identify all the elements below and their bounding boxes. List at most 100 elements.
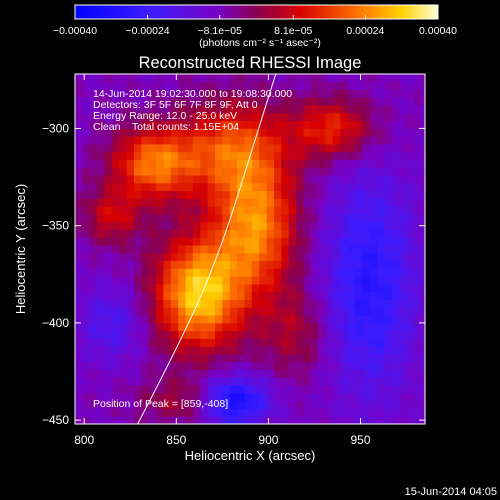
heatmap-cell xyxy=(185,190,194,199)
heatmap-cell xyxy=(355,361,363,370)
heatmap-cell xyxy=(369,346,378,355)
heatmap-cell xyxy=(296,252,304,262)
heatmap-cell xyxy=(340,284,349,293)
heatmap-cell xyxy=(413,369,422,378)
heatmap-cell xyxy=(391,330,400,339)
heatmap-cell xyxy=(421,338,425,347)
heatmap-cell xyxy=(347,416,356,424)
heatmap-cell xyxy=(200,385,209,394)
heatmap-cell xyxy=(413,346,422,355)
heatmap-cell xyxy=(222,392,231,402)
heatmap-cell xyxy=(377,182,385,192)
heatmap-cell xyxy=(178,416,186,424)
heatmap-cell xyxy=(200,120,209,129)
heatmap-cell xyxy=(340,260,349,269)
heatmap-cell xyxy=(413,97,422,106)
heatmap-cell xyxy=(170,128,179,137)
heatmap-cell xyxy=(310,144,319,153)
heatmap-cell xyxy=(266,182,275,192)
heatmap-cell xyxy=(273,408,282,417)
heatmap-cell xyxy=(133,198,142,207)
heatmap-cell xyxy=(215,128,223,137)
heatmap-cell xyxy=(281,198,290,207)
heatmap-cell xyxy=(148,284,157,293)
y-axis-label: Heliocentric Y (arcsec) xyxy=(13,184,28,314)
heatmap-cell xyxy=(369,159,378,168)
heatmap-cell xyxy=(244,330,253,339)
heatmap-cell xyxy=(133,392,142,402)
heatmap-cell xyxy=(399,81,407,90)
heatmap-cell xyxy=(310,330,319,339)
heatmap-cell xyxy=(192,338,201,347)
heatmap-cell xyxy=(163,229,172,238)
heatmap-cell xyxy=(178,89,186,98)
heatmap-cell xyxy=(251,291,260,300)
heatmap-cell xyxy=(222,237,231,246)
heatmap-cell xyxy=(332,81,341,90)
heatmap-cell xyxy=(185,167,194,176)
heatmap-cell xyxy=(310,346,319,355)
heatmap-cell xyxy=(148,136,157,145)
heatmap-cell xyxy=(399,330,407,339)
heatmap-cell xyxy=(259,299,267,308)
heatmap-cell xyxy=(244,120,253,129)
heatmap-cell xyxy=(325,346,334,355)
heatmap-cell xyxy=(133,89,142,98)
heatmap-cell xyxy=(303,112,312,122)
heatmap-cell xyxy=(75,190,83,199)
heatmap-cell xyxy=(347,400,356,409)
heatmap-cell xyxy=(377,89,385,98)
heatmap-cell xyxy=(377,198,385,207)
heatmap-cell xyxy=(119,190,127,199)
heatmap-cell xyxy=(355,221,363,230)
heatmap-cell xyxy=(244,81,253,90)
heatmap-cell xyxy=(82,198,91,207)
heatmap-cell xyxy=(391,260,400,269)
heatmap-cell xyxy=(104,229,113,238)
heatmap-cell xyxy=(237,276,245,285)
heatmap-cell xyxy=(75,361,83,370)
heatmap-cell xyxy=(281,291,290,300)
heatmap-cell xyxy=(266,245,275,254)
heatmap-cell xyxy=(421,385,425,394)
heatmap-cell xyxy=(148,237,157,246)
heatmap-cell xyxy=(281,284,290,293)
colorbar-unit-label: (photons cm⁻² s⁻¹ asec⁻²) xyxy=(199,37,321,49)
heatmap-cell xyxy=(104,190,113,199)
heatmap-cell xyxy=(377,361,385,370)
heatmap-cell xyxy=(332,198,341,207)
heatmap-cell xyxy=(362,330,371,339)
heatmap-cell xyxy=(340,159,349,168)
heatmap-cell xyxy=(148,198,157,207)
heatmap-cell xyxy=(332,105,341,114)
heatmap-cell xyxy=(163,369,172,378)
heatmap-cell xyxy=(391,214,400,223)
heatmap-cell xyxy=(156,392,164,402)
heatmap-cell xyxy=(170,214,179,223)
heatmap-cell xyxy=(273,260,282,269)
heatmap-cell xyxy=(178,354,186,363)
heatmap-cell xyxy=(281,182,290,192)
heatmap-cell xyxy=(303,151,312,160)
heatmap-cell xyxy=(413,214,422,223)
heatmap-cell xyxy=(163,120,172,129)
heatmap-cell xyxy=(369,97,378,106)
heatmap-cell xyxy=(340,307,349,316)
heatmap-cell xyxy=(281,105,290,114)
heatmap-cell xyxy=(347,361,356,370)
heatmap-cell xyxy=(244,182,253,192)
heatmap-cell xyxy=(296,268,304,277)
heatmap-cell xyxy=(384,408,393,417)
heatmap-cell xyxy=(251,182,260,192)
solar-limb-curve xyxy=(137,74,277,424)
heatmap-cell xyxy=(97,245,105,254)
heatmap-cell xyxy=(104,112,113,122)
heatmap-cell xyxy=(303,97,312,106)
heatmap-cell xyxy=(97,97,105,106)
heatmap-cell xyxy=(200,74,209,83)
heatmap-cell xyxy=(355,175,363,184)
heatmap-cell xyxy=(310,167,319,176)
heatmap-cell xyxy=(111,268,120,277)
heatmap-cell xyxy=(347,338,356,347)
heatmap-cell xyxy=(119,136,127,145)
